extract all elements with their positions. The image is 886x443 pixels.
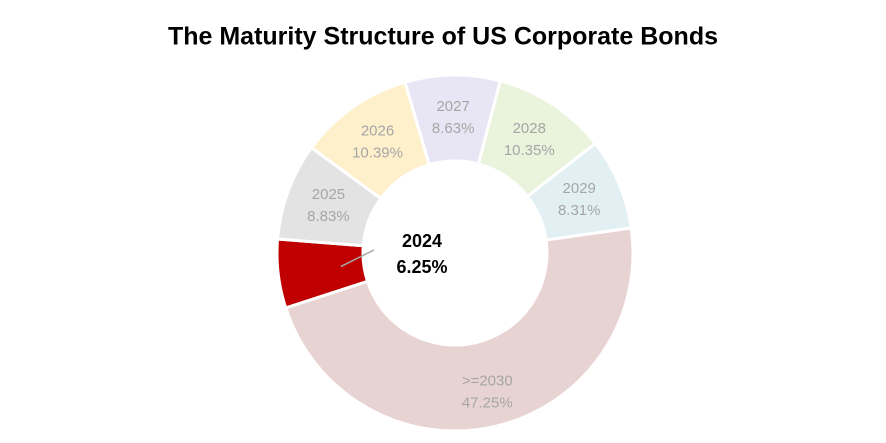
slice-category: 2029 — [563, 180, 596, 197]
slice-category: 2028 — [513, 120, 546, 137]
donut-slice — [283, 226, 635, 433]
slice-category: 2025 — [312, 186, 345, 203]
slice-category: >=2030 — [462, 372, 513, 389]
slice-category: 2024 — [402, 231, 442, 251]
slice-value-label: 8.83% — [307, 208, 350, 225]
slice-value-label: 10.35% — [504, 142, 555, 159]
slice-value-label: 6.25% — [396, 257, 447, 277]
slice-category: 2026 — [361, 122, 394, 139]
slice-value-label: 10.39% — [352, 144, 403, 161]
leader-line — [340, 249, 375, 268]
slice-category: 2027 — [436, 98, 469, 115]
slice-value-label: 8.63% — [432, 120, 475, 137]
slice-value-label: 47.25% — [462, 394, 513, 411]
slice-value-label: 8.31% — [558, 202, 601, 219]
chart-title: The Maturity Structure of US Corporate B… — [168, 23, 718, 51]
